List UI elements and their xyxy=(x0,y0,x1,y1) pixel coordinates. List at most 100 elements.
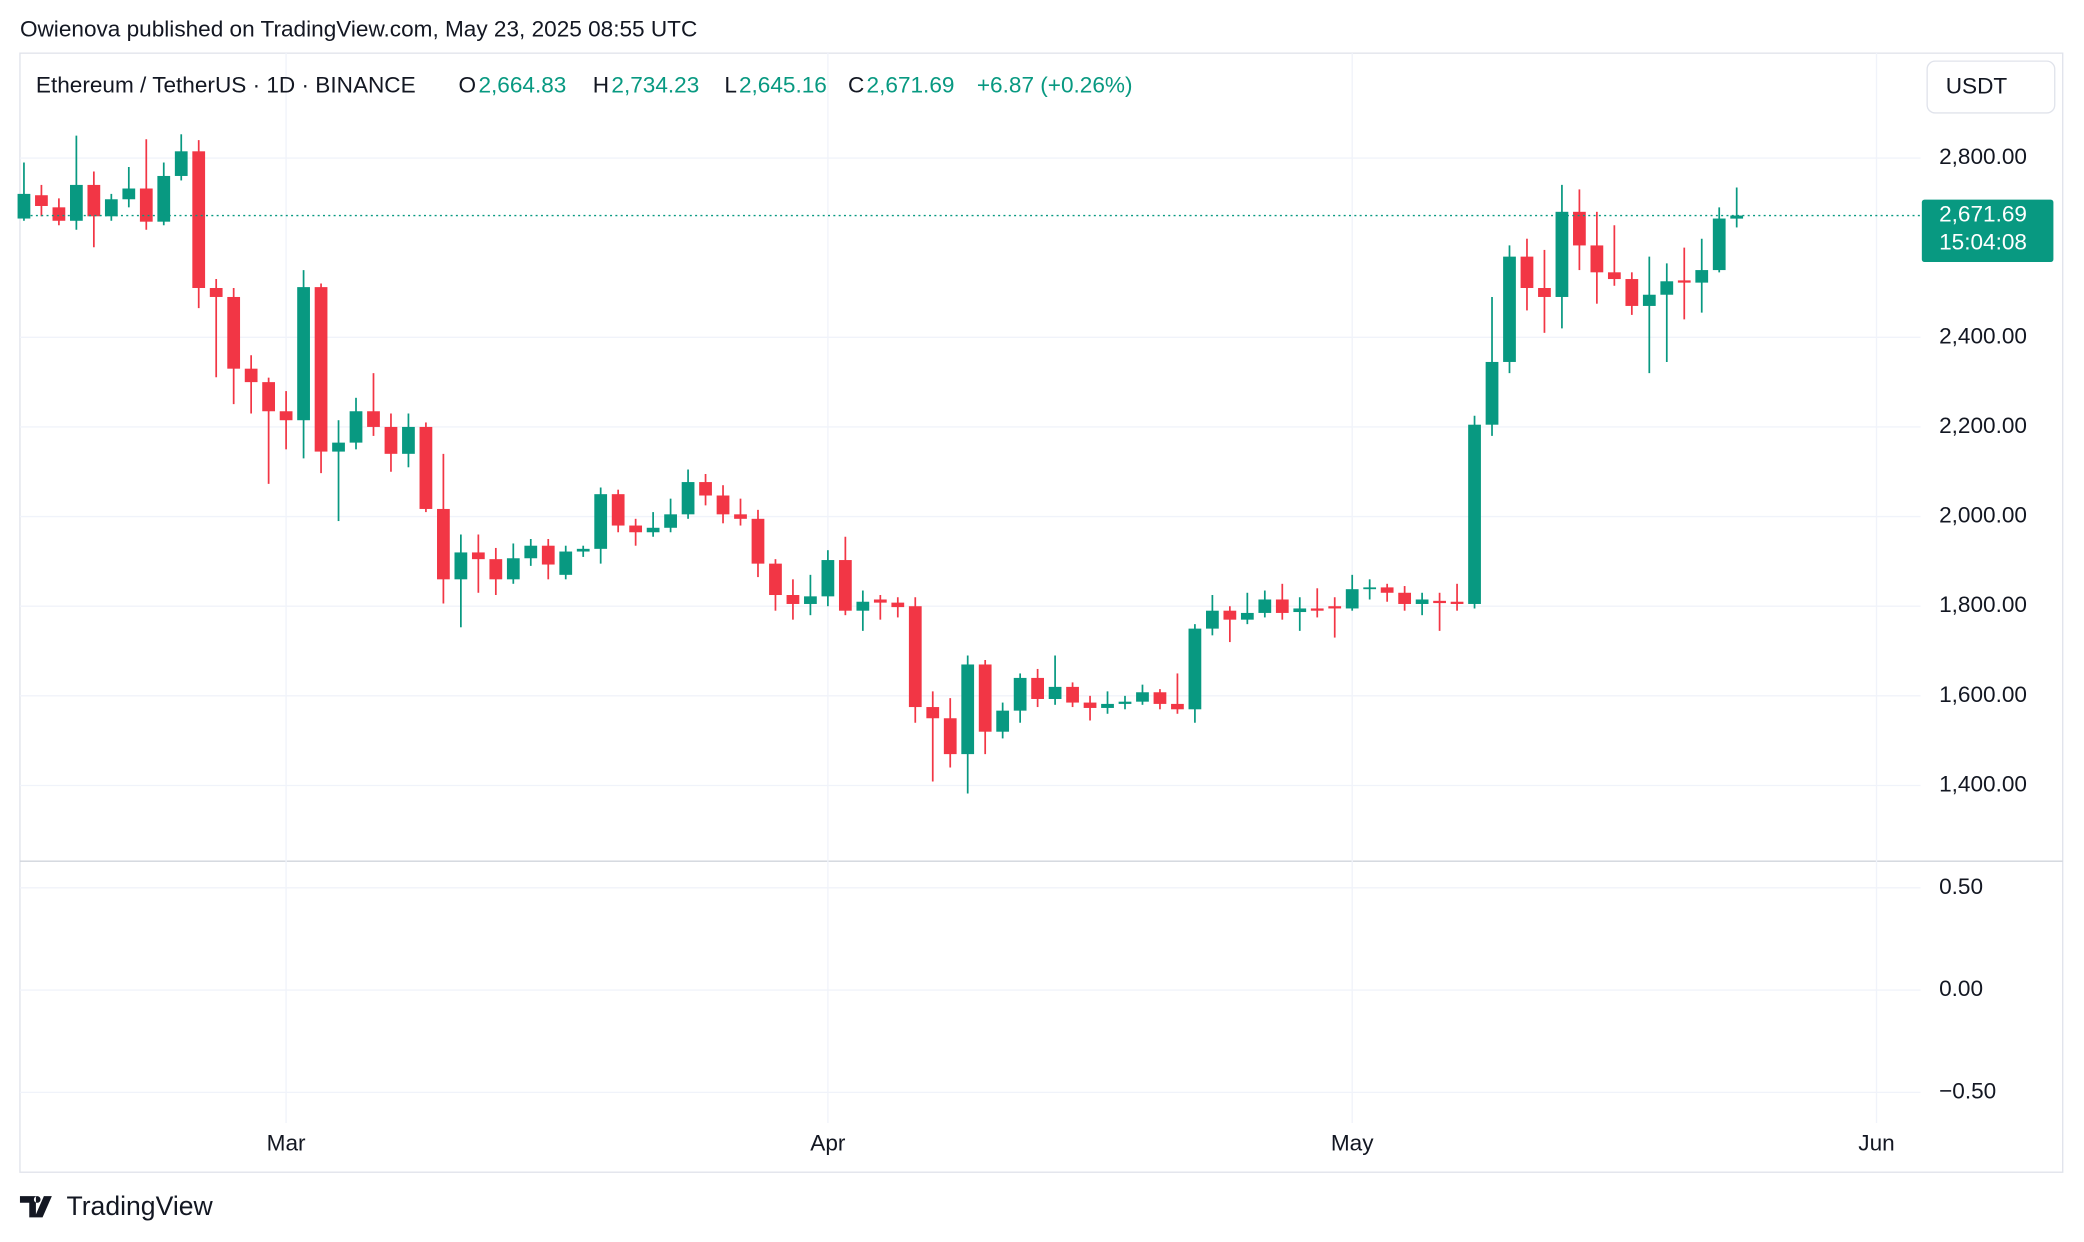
candle-body xyxy=(1083,702,1097,708)
candle-body xyxy=(926,707,940,719)
legend-change: +6.87 (+0.26%) xyxy=(977,72,1133,97)
candle-body xyxy=(769,563,782,596)
candle-body xyxy=(384,426,398,454)
y-tick-label: 0.00 xyxy=(1939,976,1983,1001)
candle-body xyxy=(1048,686,1062,699)
candle-body xyxy=(576,548,590,552)
candle-body xyxy=(1607,272,1621,280)
legend-value: 2,671.69 xyxy=(867,72,955,97)
legend-label: C xyxy=(848,72,864,97)
countdown-label: 15:04:08 xyxy=(1939,229,2027,254)
candle-body xyxy=(559,551,573,575)
x-tick-label: May xyxy=(1331,1130,1374,1155)
candle-body xyxy=(1625,279,1639,306)
candle-body xyxy=(1538,288,1551,297)
candle-body xyxy=(1660,281,1674,295)
candle-body xyxy=(332,442,345,452)
y-tick-label: 1,600.00 xyxy=(1939,682,2027,707)
candle-body xyxy=(1433,600,1446,604)
candle-body xyxy=(716,495,730,515)
candle-body xyxy=(17,193,31,219)
candle-body xyxy=(1730,215,1744,219)
candle-body xyxy=(209,288,223,297)
candle-body xyxy=(996,710,1010,732)
attribution: Owienova published on TradingView.com, M… xyxy=(20,17,697,42)
candle-body xyxy=(786,595,800,604)
candle-body xyxy=(1013,677,1027,711)
candle-body xyxy=(1450,601,1464,604)
candle-body xyxy=(541,545,555,565)
candle-body xyxy=(1485,361,1499,425)
candle-body xyxy=(1328,606,1342,609)
candle-body xyxy=(1398,592,1412,604)
candle-body xyxy=(1363,587,1377,590)
candle-body xyxy=(1520,256,1534,289)
y-tick-label: −0.50 xyxy=(1939,1078,1996,1103)
candle-body xyxy=(664,514,677,528)
candle-body xyxy=(349,411,363,443)
legend-value: 2,734.23 xyxy=(611,72,699,97)
y-tick-label: 2,200.00 xyxy=(1939,413,2027,438)
candle-body xyxy=(1223,610,1237,620)
candle-body xyxy=(87,184,101,217)
candle-body xyxy=(52,207,66,221)
candle-body xyxy=(751,518,765,564)
legend-label: O xyxy=(459,72,477,97)
candle-body xyxy=(1206,610,1219,629)
candle-body xyxy=(367,411,380,427)
candle-body xyxy=(1712,218,1726,271)
y-tick-label: 1,400.00 xyxy=(1939,771,2027,796)
candle-body xyxy=(961,664,975,755)
legend-label: L xyxy=(724,72,737,97)
candle-body xyxy=(471,552,485,560)
candle-body xyxy=(1031,677,1044,699)
candle-body xyxy=(1695,270,1709,283)
candle-body xyxy=(646,527,660,533)
candle-body xyxy=(1677,280,1691,283)
candle-body xyxy=(943,718,957,755)
currency-label[interactable]: USDT xyxy=(1946,74,2008,99)
x-tick-label: Jun xyxy=(1858,1130,1894,1155)
candle-body xyxy=(192,151,206,289)
candle-body xyxy=(1153,692,1167,704)
symbol-title: Ethereum / TetherUS · 1D · BINANCE xyxy=(36,72,416,97)
candle-body xyxy=(1590,245,1604,273)
chart-frame xyxy=(19,52,2064,1173)
y-tick-label: 0.50 xyxy=(1939,874,1983,899)
candle-body xyxy=(1573,211,1586,246)
candle-body xyxy=(1101,703,1114,708)
candle-body xyxy=(1415,599,1429,604)
candle-body xyxy=(227,296,241,369)
candle-body xyxy=(1275,599,1289,613)
candle-body xyxy=(908,606,922,708)
legend-label: H xyxy=(593,72,609,97)
plot-area xyxy=(17,53,1921,1124)
candle-body xyxy=(594,494,608,549)
currency-button[interactable] xyxy=(1926,60,2056,114)
candle-body xyxy=(402,426,415,454)
candle-body xyxy=(454,552,468,580)
brand: TradingView xyxy=(66,1191,213,1221)
candle-body xyxy=(314,287,328,452)
candle-body xyxy=(821,560,835,597)
last-price-label: 2,671.69 xyxy=(1939,202,2027,227)
candle-body xyxy=(1345,589,1359,609)
candle-body xyxy=(489,559,503,580)
candle-body xyxy=(1066,686,1079,703)
candle-body xyxy=(174,151,188,176)
candle-body xyxy=(122,188,136,200)
candle-body xyxy=(1555,211,1569,297)
candle-body xyxy=(1188,628,1202,710)
candle-body xyxy=(629,525,643,533)
candle-body xyxy=(437,508,450,580)
y-tick-label: 2,800.00 xyxy=(1939,144,2027,169)
candle-body xyxy=(734,514,747,519)
candle-body xyxy=(524,545,538,559)
candle-body xyxy=(978,664,992,732)
x-tick-label: Mar xyxy=(267,1130,306,1155)
candle-body xyxy=(1136,692,1149,702)
candle-body xyxy=(419,426,433,509)
candle-body xyxy=(1380,587,1394,593)
